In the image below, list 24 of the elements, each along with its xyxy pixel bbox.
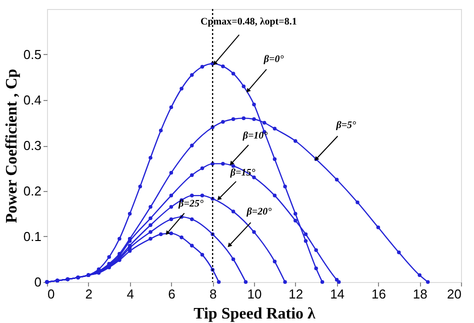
x-axis-title: Tip Speed Ratio λ <box>194 306 316 322</box>
x-tick-label: 20 <box>447 286 462 302</box>
x-tick-label: 6 <box>168 286 176 302</box>
annotation: β=5° <box>335 120 356 132</box>
x-tick-label: 10 <box>247 286 262 302</box>
x-tick-label: 18 <box>412 286 428 302</box>
y-tick-label: 0.3 <box>23 138 42 153</box>
y-tick-label: 0.5 <box>23 47 42 62</box>
x-tick-label: 2 <box>85 286 93 302</box>
x-tick-label: 0 <box>48 286 55 302</box>
y-tick-label: 0.2 <box>23 184 42 198</box>
x-tick-label: 4 <box>126 286 134 302</box>
y-tick-label: 0.4 <box>23 92 42 108</box>
y-tick-label: 0.1 <box>23 229 42 244</box>
annotation: β=0° <box>262 54 284 65</box>
x-tick-label: 8 <box>209 286 217 302</box>
annotation: Cpmax=0.48, λopt=8.1 <box>200 16 297 28</box>
y-tick-label: 0 <box>34 274 42 290</box>
x-tick-label: 16 <box>371 286 386 302</box>
annotation: β=20° <box>246 206 272 218</box>
annotation: β=25° <box>178 198 204 210</box>
x-tick-label: 14 <box>330 286 345 302</box>
y-axis-title: Power Coefficient , Cp <box>3 68 20 224</box>
x-tick-label: 12 <box>288 286 304 302</box>
